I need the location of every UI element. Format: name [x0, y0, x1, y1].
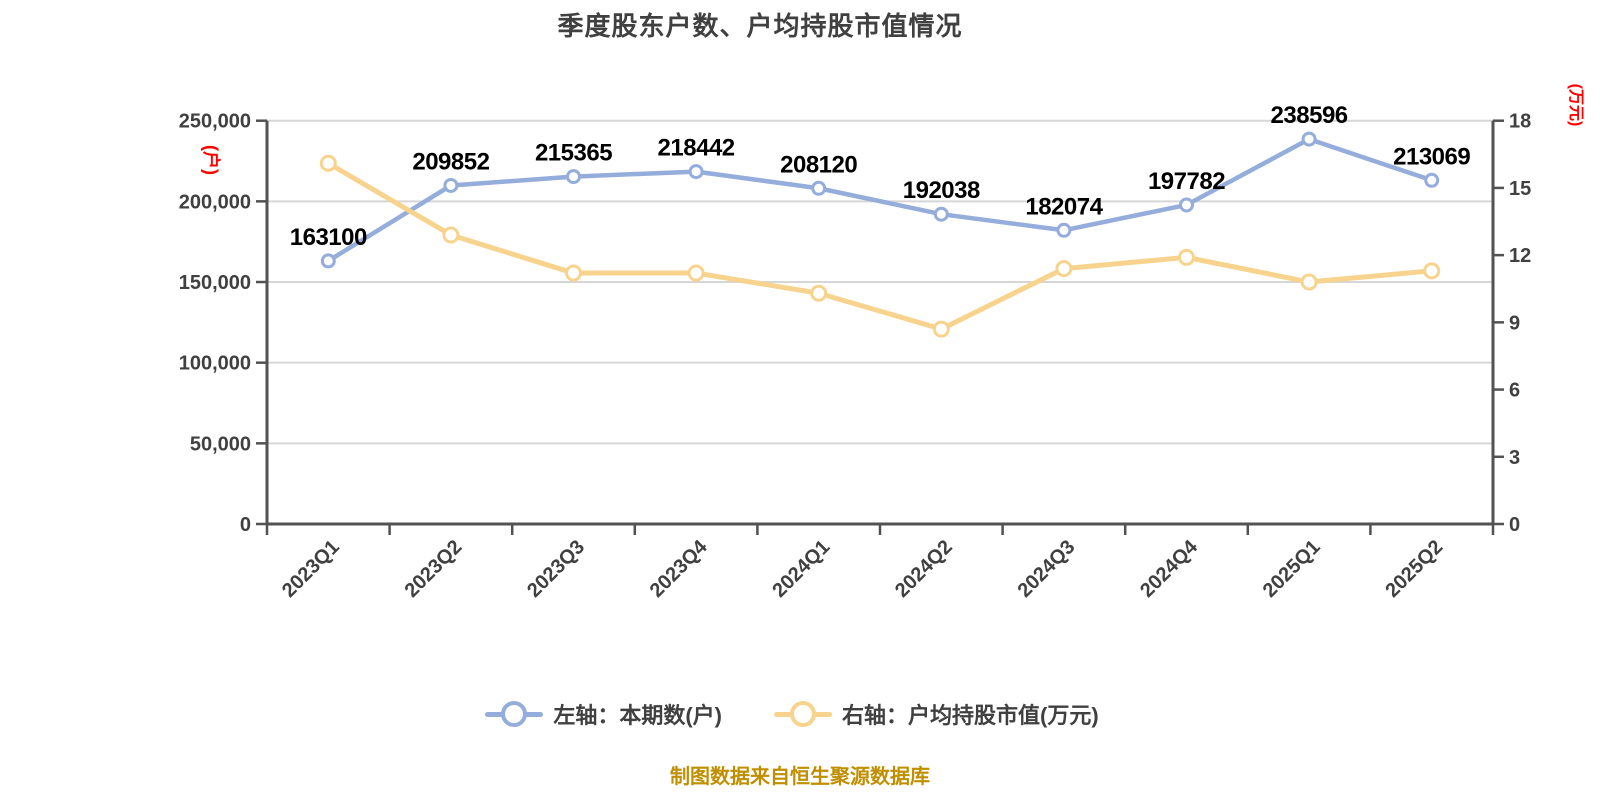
left-axis-tick-label: 150,000: [179, 272, 251, 294]
legend-label-right-axis: 右轴：户均持股市值(万元): [842, 703, 1099, 728]
right-axis-unit-label: (万元): [1567, 84, 1584, 127]
data-label: 213069: [1393, 143, 1470, 170]
chart-title: 季度股东户数、户均持股市值情况: [557, 11, 963, 41]
legend-item-avg-holding-value[interactable]: 右轴：户均持股市值(万元): [774, 698, 1099, 730]
data-label: 182074: [1025, 193, 1103, 220]
data-point[interactable]: [1301, 131, 1317, 147]
left-axis-tick-label: 250,000: [179, 111, 251, 133]
series-line: [326, 136, 1434, 264]
data-label: 215365: [535, 140, 612, 167]
legend-item-shareholder-count[interactable]: 左轴：本期数(户): [485, 698, 722, 730]
data-label: 218442: [658, 135, 735, 162]
series-line: [325, 160, 1435, 332]
data-point[interactable]: [1423, 262, 1441, 280]
data-point[interactable]: [688, 164, 704, 180]
legend-label-left-axis: 左轴：本期数(户): [553, 703, 722, 728]
data-point[interactable]: [1055, 260, 1073, 278]
data-point[interactable]: [565, 264, 582, 282]
right-axis-tick-label: 15: [1509, 178, 1531, 200]
right-axis-tick-label: 18: [1509, 111, 1531, 133]
data-label: 192038: [903, 177, 980, 204]
data-point[interactable]: [320, 253, 336, 269]
data-point[interactable]: [1056, 222, 1072, 238]
data-point[interactable]: [1178, 248, 1195, 266]
data-point[interactable]: [687, 264, 705, 282]
left-axis-tick-label: 200,000: [179, 191, 251, 213]
x-axis-category-label: 2025Q2: [1381, 536, 1447, 602]
x-axis-category-label: 2024Q4: [1136, 535, 1203, 602]
x-axis-category-label: 2024Q1: [768, 536, 834, 602]
right-axis-tick-label: 12: [1509, 245, 1531, 267]
data-point[interactable]: [932, 320, 950, 338]
data-point[interactable]: [1179, 197, 1194, 213]
x-axis-category-label: 2025Q1: [1259, 536, 1325, 602]
data-point[interactable]: [566, 169, 581, 185]
left-axis-unit-label: (户): [201, 145, 222, 175]
data-point[interactable]: [811, 180, 827, 196]
right-axis-tick-label: 9: [1509, 312, 1520, 334]
legend: 左轴：本期数(户) 右轴：户均持股市值(万元): [0, 698, 1584, 730]
x-axis-category-label: 2023Q1: [278, 536, 344, 602]
left-axis-tick-label: 0: [240, 514, 251, 536]
data-point[interactable]: [442, 226, 460, 244]
data-point[interactable]: [933, 206, 949, 222]
data-point[interactable]: [443, 177, 459, 193]
data-label: 197782: [1148, 168, 1225, 195]
left-axis-tick-label: 100,000: [179, 353, 251, 375]
data-label: 208120: [780, 151, 857, 178]
data-label: 163100: [290, 224, 367, 251]
tick-labels: 0 50,000 100,000 150,000 200,000 250,000 0 3 6 9 1…: [179, 111, 1532, 536]
data-point[interactable]: [319, 154, 337, 172]
data-point[interactable]: [1300, 273, 1318, 291]
x-axis-category-label: 2023Q3: [523, 536, 589, 602]
x-axis-category-label: 2023Q2: [401, 536, 467, 602]
x-axis-category-label: 2024Q3: [1014, 536, 1080, 602]
x-axis-category-label: 2023Q4: [646, 535, 713, 602]
data-point[interactable]: [1424, 172, 1440, 188]
x-axis-category-label: 2024Q2: [891, 536, 957, 602]
legend-dot-yellow: [790, 701, 816, 727]
source-note: 制图数据来自恒生聚源数据库: [670, 766, 930, 788]
data-label: 209852: [412, 148, 489, 175]
series-shareholder-count: 163100 209852 215365 218442 208120 192038 1820…: [290, 102, 1471, 269]
series-avg-holding-value: [319, 154, 1441, 338]
data-point[interactable]: [810, 284, 828, 302]
legend-marker-line-dot-blue-icon: [485, 700, 544, 728]
right-axis-tick-label: 3: [1509, 447, 1520, 469]
legend-dot-blue: [501, 701, 528, 727]
data-label: 238596: [1271, 102, 1348, 129]
legend-marker-line-dot-yellow-icon: [774, 700, 832, 728]
tick-marks: [256, 119, 1504, 535]
left-axis-tick-label: 50,000: [190, 433, 251, 455]
right-axis-tick-label: 0: [1509, 514, 1520, 536]
right-axis-tick-label: 6: [1509, 380, 1520, 402]
